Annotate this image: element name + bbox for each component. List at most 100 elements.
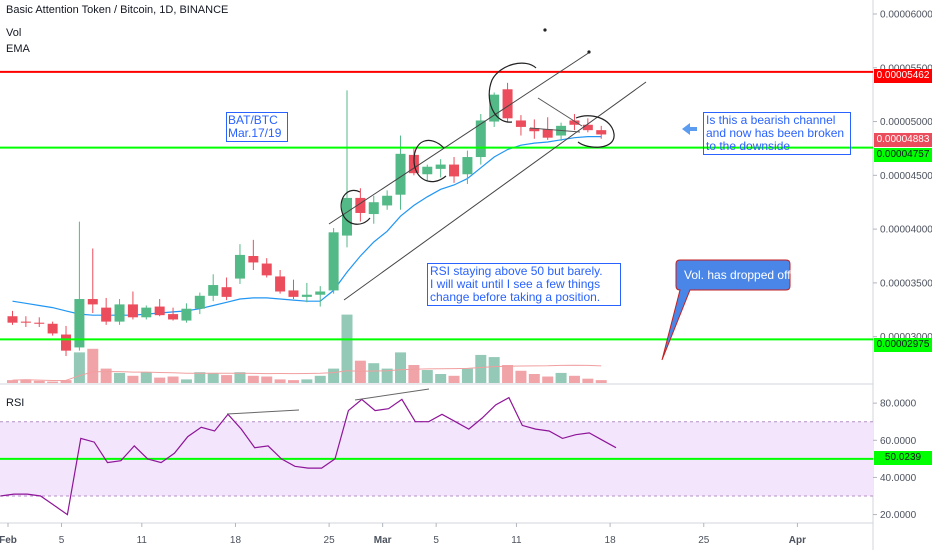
volume-bar [287, 380, 299, 383]
bearish-channel-top[interactable] [537, 97, 583, 127]
candle-body [127, 304, 138, 318]
rsi-tick-label: 80.0000 [880, 399, 917, 410]
pair-annotation-line2: Mar.17/19 [228, 126, 282, 140]
candle-body [382, 195, 393, 206]
rsi-trendline-1[interactable] [226, 409, 300, 415]
time-tick-label: 11 [137, 535, 148, 546]
price-tick-label: 0.00005500 [880, 63, 932, 74]
pair-annotation[interactable]: BAT/BTC Mar.17/19 [226, 112, 288, 142]
candle-body [141, 307, 152, 318]
bearish-channel-bottom[interactable] [529, 127, 581, 133]
left-arrow-icon [682, 123, 697, 135]
candle-body [208, 285, 219, 296]
candle-body [221, 287, 232, 297]
volume-bar [568, 375, 580, 383]
volume-bar [502, 365, 514, 383]
candle-body [542, 129, 553, 138]
candle-body [475, 120, 486, 158]
candle-body [328, 232, 339, 291]
channel-lower-line[interactable] [343, 81, 647, 301]
candle-body [462, 157, 473, 175]
volume-bar [180, 379, 192, 383]
candle-body [194, 295, 205, 309]
candle-body [435, 164, 446, 169]
handdrawn-circle-3[interactable] [488, 62, 537, 123]
rsi-annotation[interactable]: RSI staying above 50 but barely. I will … [427, 263, 621, 306]
volume-bar [261, 376, 273, 383]
volume-bar [33, 380, 45, 383]
channel-upper-line[interactable] [328, 51, 591, 225]
candle-body [261, 263, 272, 276]
volume-bar [140, 372, 152, 383]
volume-bar [7, 380, 18, 383]
rsi-tick-label: 20.0000 [880, 510, 917, 521]
volume-bar [435, 374, 447, 383]
time-axis: Feb 5 11 18 25 Mar 5 11 18 25 Apr [0, 523, 806, 546]
volume-bars [7, 314, 607, 383]
candle-body [582, 124, 593, 131]
volume-bar [274, 379, 286, 383]
volume-bar [167, 376, 179, 383]
candle-body [61, 334, 72, 351]
volume-bar [582, 378, 594, 383]
candle-body [315, 291, 326, 295]
volume-bar [341, 314, 353, 383]
candle-body [529, 128, 540, 132]
volume-bar [595, 380, 607, 383]
rsi-tick-label: 60.0000 [880, 436, 917, 447]
volume-callout[interactable] [661, 259, 791, 361]
volume-legend: Vol [6, 27, 22, 39]
volume-bar [314, 375, 326, 383]
candle-body [489, 94, 500, 122]
time-tick-label: 25 [324, 535, 336, 546]
candle-body [234, 254, 245, 279]
candle-body [101, 307, 112, 322]
channel-annotation-line2: and now has been broken [706, 126, 845, 140]
dot-marker-2 [587, 50, 591, 54]
time-tick-label: 18 [230, 535, 242, 546]
volume-bar [381, 368, 393, 383]
candle-body [181, 308, 192, 321]
candle-body [342, 197, 352, 236]
volume-bar [114, 372, 126, 383]
candle-body [422, 166, 433, 175]
time-tick-label: 11 [511, 535, 522, 546]
price-tick-label: 0.00004500 [880, 171, 932, 182]
handdrawn-circle-1[interactable] [340, 189, 371, 225]
channel-annotation[interactable]: Is this a bearish channel and now has be… [703, 112, 851, 155]
price-tick-label: 0.00003000 [880, 332, 932, 343]
volume-ma-line [12, 364, 602, 382]
candle-body [87, 299, 98, 305]
volume-bar [100, 368, 112, 383]
channel-drawings[interactable] [226, 28, 647, 415]
handdrawn-circle-2[interactable] [413, 139, 447, 183]
rsi-trendline-2[interactable] [354, 388, 430, 401]
rsi-annotation-line1: RSI staying above 50 but barely. [430, 264, 603, 278]
candle-body [154, 306, 165, 316]
rsi-axis: 80.0000 60.0000 40.0000 20.0000 [873, 399, 917, 521]
candle-body [275, 276, 286, 292]
candle-body [569, 120, 580, 125]
pair-annotation-line1: BAT/BTC [228, 113, 278, 127]
time-tick-label: 18 [605, 535, 617, 546]
candle-body [368, 202, 379, 215]
volume-bar [555, 372, 567, 383]
handdrawn-ellipse-4[interactable] [575, 115, 615, 148]
volume-bar [515, 370, 527, 383]
price-tag-current: 0.00004883 [874, 133, 932, 147]
price-tick-label: 0.00006000 [880, 9, 932, 20]
rsi-path [0, 396, 617, 516]
volume-bar [475, 354, 487, 383]
candle-body [355, 197, 366, 213]
price-tick-label: 0.00004000 [880, 225, 932, 236]
time-tick-label: Apr [789, 535, 806, 546]
volume-bar [368, 363, 380, 383]
horizontal-levels[interactable] [0, 70, 873, 460]
price-tag-support: 0.00002975 [874, 338, 932, 352]
candle-body [47, 323, 58, 334]
chart-title: Basic Attention Token / Bitcoin, 1D, BIN… [6, 4, 229, 16]
time-tick-label: 5 [433, 535, 439, 546]
time-tick-label: 25 [698, 535, 710, 546]
volume-bar [73, 352, 85, 383]
